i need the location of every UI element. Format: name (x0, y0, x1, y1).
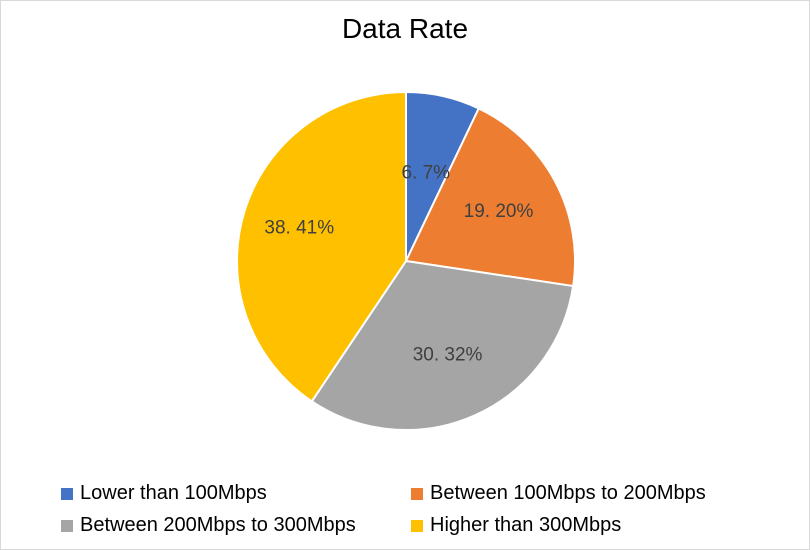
data-label-lower-than-100mbps: 6. 7% (401, 163, 450, 184)
legend-swatch (61, 519, 73, 532)
pie-slice-between-100mbps-to-200mbps (404, 107, 576, 288)
chart-title: Data Rate (341, 13, 469, 44)
data-label-between-100mbps-to-200mbps: 19. 20% (464, 201, 534, 222)
data-label-between-200mbps-to-300mbps: 30. 32% (413, 344, 483, 365)
legend-swatch (411, 487, 423, 500)
legend-label: Higher than 300Mbps (430, 514, 622, 536)
legend-item-between-100mbps-to-200mbps: Between 100Mbps to 200Mbps (411, 482, 706, 505)
legend-label: Lower than 100Mbps (80, 482, 267, 504)
legend-item-higher-than-300mbps: Higher than 300Mbps (411, 514, 621, 537)
legend-label: Between 100Mbps to 200Mbps (430, 482, 706, 504)
legend-label: Between 200Mbps to 300Mbps (80, 514, 356, 536)
legend-item-between-200mbps-to-300mbps: Between 200Mbps to 300Mbps (61, 514, 356, 537)
pie-slice-higher-than-300mbps (236, 90, 407, 403)
legend-item-lower-than-100mbps: Lower than 100Mbps (61, 482, 267, 505)
legend-swatch (411, 519, 423, 532)
data-label-higher-than-300mbps: 38. 41% (264, 218, 334, 239)
legend-swatch (61, 487, 73, 500)
pie-slice-between-200mbps-to-300mbps (310, 259, 575, 431)
legend: Lower than 100Mbps Between 100Mbps to 200… (1, 479, 809, 543)
